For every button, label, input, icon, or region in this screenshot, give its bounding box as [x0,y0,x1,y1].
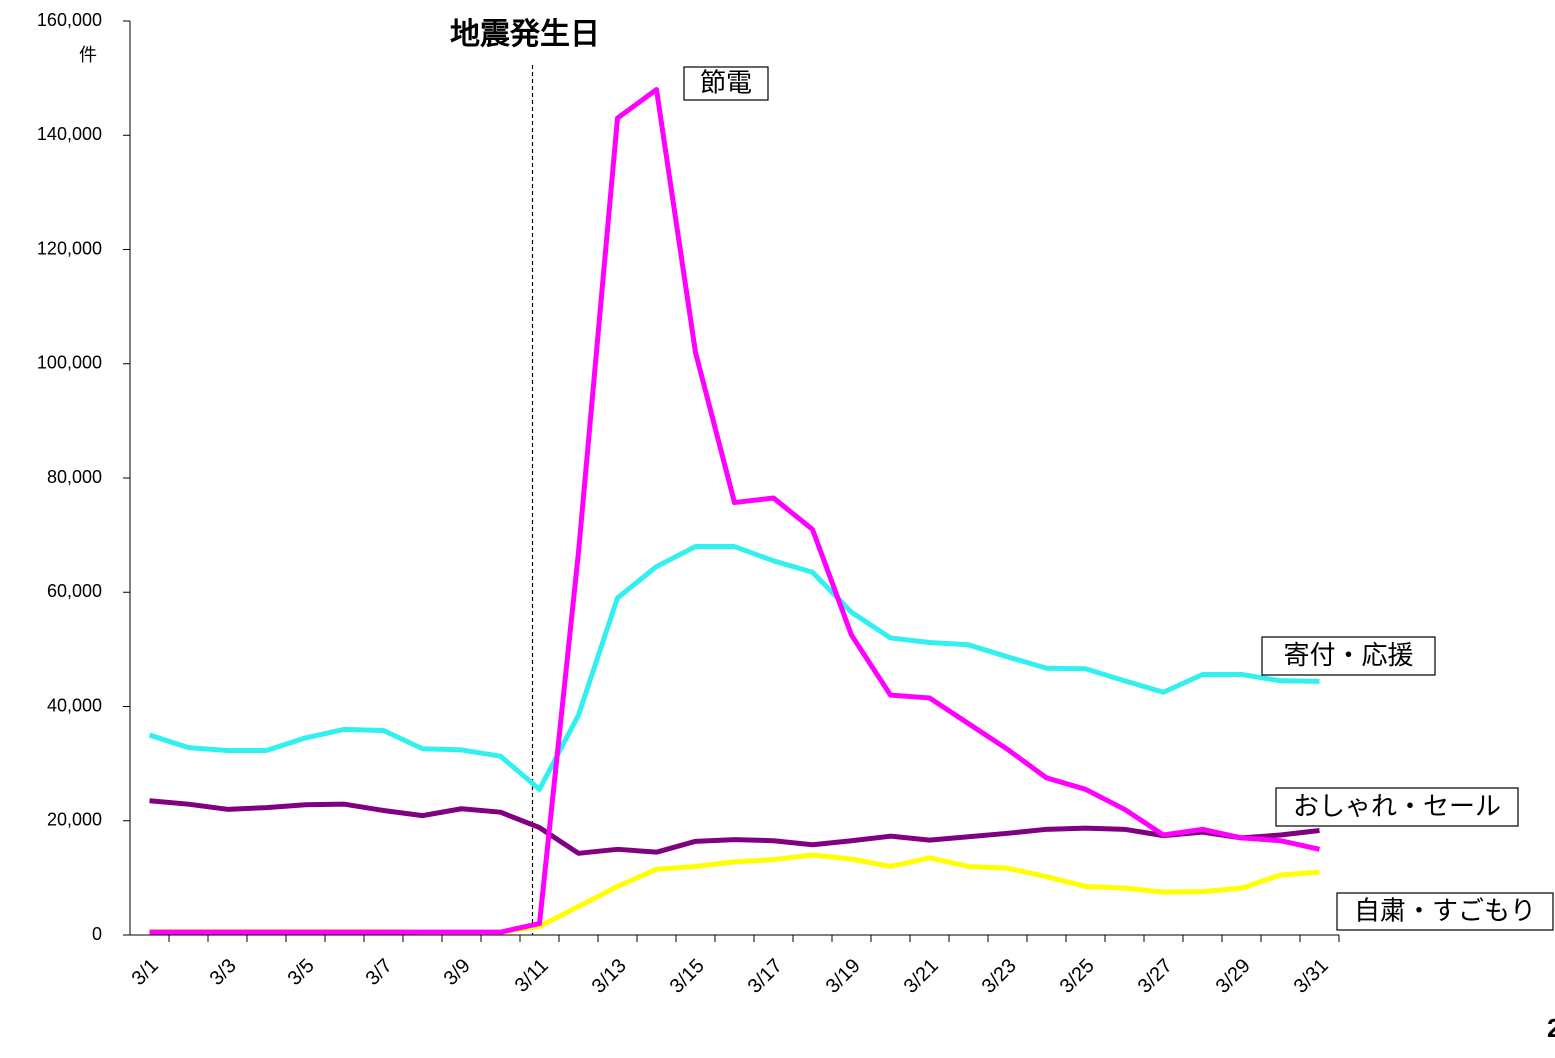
series-label-box [1261,636,1436,676]
series-line [148,544,1320,792]
series-label: 自粛・すごもり [1354,895,1536,925]
x-tick-label: 3/19 [822,955,865,998]
x-tick-label: 3/27 [1134,955,1177,998]
x-tick-label: 3/9 [440,955,475,990]
x-tick-label: 3/25 [1056,955,1099,998]
x-tick-label: 3/17 [744,955,787,998]
page-number: 2 [1547,1013,1555,1043]
y-tick-label: 140,000 [37,124,102,144]
y-tick-label: 160,000 [37,10,102,30]
series-label: 節電 [700,67,752,97]
series-line [149,87,1321,935]
x-tick-label: 3/31 [1290,955,1333,998]
y-tick-label: 40,000 [47,695,102,715]
x-tick-label: 3/13 [588,955,631,998]
x-tick-label: 3/5 [284,955,319,990]
x-tick-label: 3/7 [362,955,397,990]
x-tick-label: 3/1 [128,955,163,990]
series-line [149,852,1320,935]
y-tick-label: 20,000 [47,810,102,830]
x-tick-label: 3/3 [206,955,241,990]
series-label-box [683,66,769,101]
y-tick-label: 120,000 [37,238,102,258]
x-tick-label: 3/15 [666,955,709,998]
series-label-box [1275,787,1519,827]
x-tick-label: 3/21 [900,955,943,998]
series-label: おしゃれ・セール [1293,791,1501,821]
annotation: 地震発生日 [450,18,600,51]
y-tick-label: 80,000 [47,467,102,487]
y-unit: 件 [79,45,97,65]
series-line [149,798,1320,856]
x-tick-label: 3/29 [1212,955,1255,998]
x-tick-label: 3/23 [978,955,1021,998]
x-tick-label: 3/11 [511,955,553,997]
y-tick-label: 0 [92,924,102,944]
series-label: 寄付・応援 [1283,640,1413,670]
y-tick-label: 60,000 [47,581,102,601]
y-tick-label: 100,000 [37,353,102,373]
series-label-box [1336,892,1554,931]
